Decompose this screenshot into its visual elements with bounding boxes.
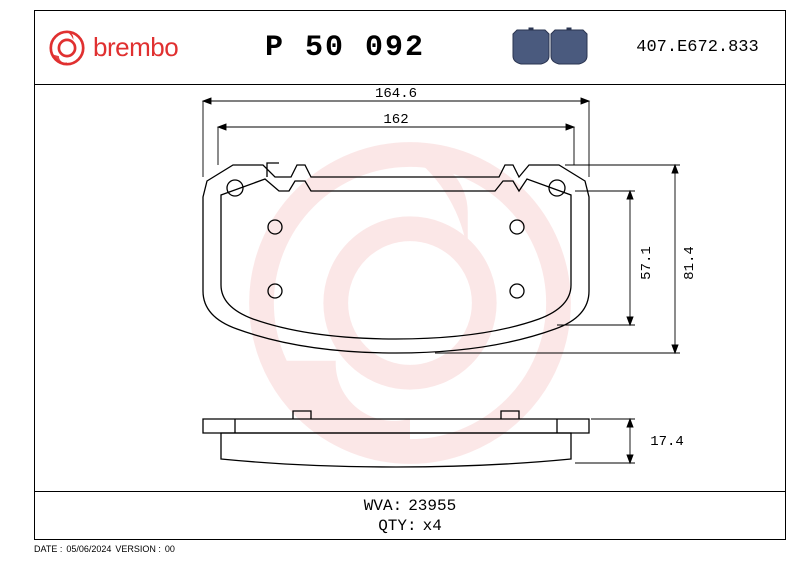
wva-value: 23955 bbox=[408, 497, 456, 515]
brembo-logo-icon bbox=[49, 30, 85, 66]
part-number-cell: P 50 092 bbox=[225, 11, 490, 84]
version-label: VERSION : bbox=[115, 544, 161, 554]
pad-side-outline bbox=[203, 411, 589, 467]
date-value: 05/06/2024 bbox=[66, 544, 111, 554]
drawing-content: 164.6 162 bbox=[35, 85, 785, 539]
version-value: 00 bbox=[165, 544, 175, 554]
date-label: DATE : bbox=[34, 544, 62, 554]
reference-cell: 407.E672.833 bbox=[610, 11, 785, 84]
part-number: P 50 092 bbox=[265, 31, 425, 65]
header-row: brembo P 50 092 407.E672.833 bbox=[35, 11, 785, 85]
drawing-frame: brembo P 50 092 407.E672.833 bbox=[34, 10, 786, 540]
pad-face-outline bbox=[203, 163, 589, 353]
dim-thickness: 17.4 bbox=[650, 434, 684, 450]
qty-value: x4 bbox=[423, 517, 442, 535]
thumbnail-cell bbox=[490, 11, 610, 84]
meta-line: DATE : 05/06/2024 VERSION : 00 bbox=[34, 544, 175, 554]
pad-thumbnail-icon bbox=[511, 26, 589, 70]
reference-number: 407.E672.833 bbox=[636, 38, 758, 57]
logo-cell: brembo bbox=[35, 11, 225, 84]
footer-info: WVA: 23955 QTY: x4 bbox=[35, 491, 785, 539]
wva-label: WVA: bbox=[364, 497, 402, 515]
brand-name: brembo bbox=[93, 32, 178, 63]
dim-inner-width: 162 bbox=[383, 112, 408, 128]
technical-drawing: 164.6 162 bbox=[35, 85, 787, 539]
dim-height-outer: 81.4 bbox=[682, 246, 698, 280]
dim-overall-width: 164.6 bbox=[375, 86, 417, 102]
qty-label: QTY: bbox=[378, 517, 416, 535]
dim-height-inner: 57.1 bbox=[639, 246, 655, 280]
